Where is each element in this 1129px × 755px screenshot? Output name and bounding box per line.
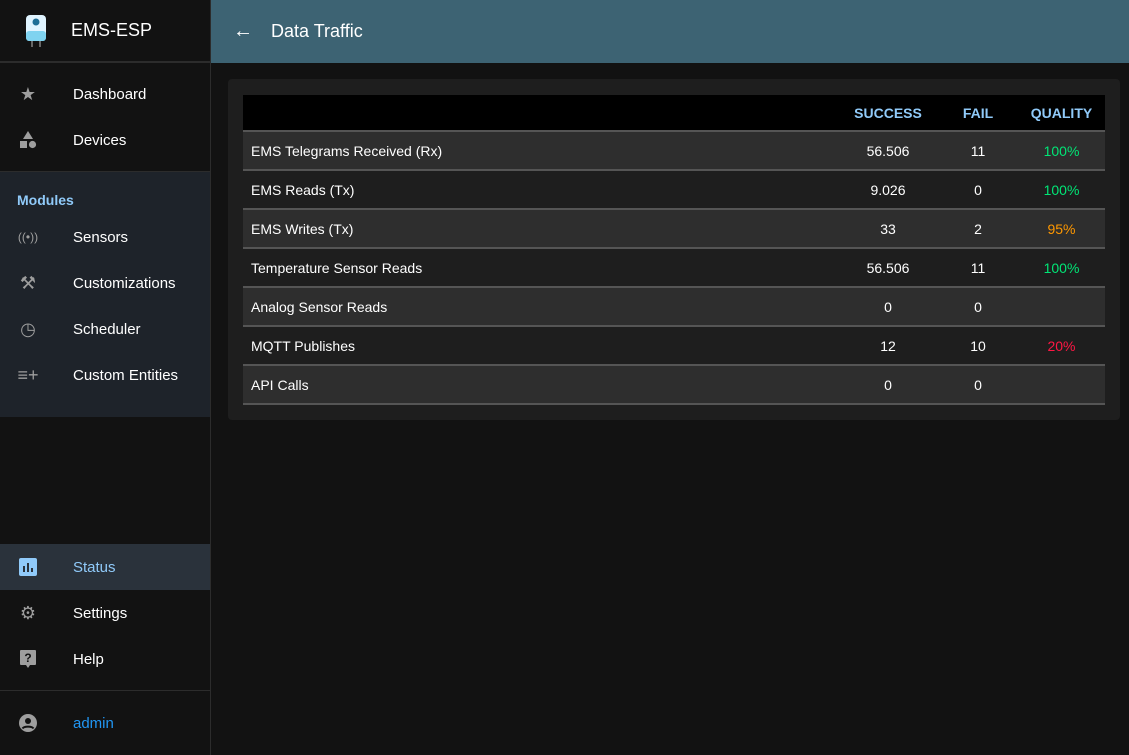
traffic-table: SUCCESS FAIL QUALITY EMS Telegrams Recei… (243, 95, 1105, 405)
sidebar-item-customizations[interactable]: ⚒ Customizations (0, 260, 210, 306)
sidebar-item-label: Dashboard (73, 85, 147, 103)
table-row: EMS Reads (Tx) 9.026 0 100% (243, 170, 1105, 210)
quality-value (1018, 365, 1105, 405)
modules-section: Modules ((•)) Sensors ⚒ Customizations ◷ Sc… (0, 172, 210, 417)
fail-count: 0 (938, 170, 1018, 210)
star-icon: ★ (19, 83, 37, 104)
settings-icon: ⚙ (19, 602, 37, 623)
app-bar: ← Data Traffic (211, 0, 1129, 63)
table-row: MQTT Publishes 12 10 20% (243, 326, 1105, 366)
row-name: EMS Writes (Tx) (243, 209, 838, 249)
sidebar-item-user[interactable]: admin (0, 700, 210, 746)
table-row: EMS Telegrams Received (Rx) 56.506 11 100% (243, 131, 1105, 171)
fail-count: 10 (938, 326, 1018, 366)
fail-count: 0 (938, 365, 1018, 405)
data-traffic-card: SUCCESS FAIL QUALITY EMS Telegrams Recei… (228, 79, 1120, 420)
row-name: Temperature Sensor Reads (243, 248, 838, 288)
build-icon: ⚒ (19, 272, 37, 293)
sidebar-item-label: Devices (73, 131, 127, 149)
quality-value: 20% (1018, 326, 1105, 366)
row-name: Analog Sensor Reads (243, 287, 838, 327)
sidebar-item-label: Scheduler (73, 320, 141, 338)
column-header-success: SUCCESS (838, 95, 938, 132)
app-title: EMS-ESP (71, 20, 153, 40)
sidebar-item-custom-entities[interactable]: ≡+ Custom Entities (0, 352, 210, 398)
fail-count: 11 (938, 131, 1018, 171)
success-count: 12 (838, 326, 938, 366)
success-count: 9.026 (838, 170, 938, 210)
table-row: API Calls 0 0 (243, 365, 1105, 405)
success-count: 0 (838, 287, 938, 327)
fail-count: 2 (938, 209, 1018, 249)
sidebar-item-label: Customizations (73, 274, 176, 292)
svg-text:?: ? (24, 651, 31, 665)
row-name: EMS Reads (Tx) (243, 170, 838, 210)
column-header-fail: FAIL (938, 95, 1018, 132)
sidebar-item-label: Status (73, 558, 116, 576)
quality-value: 100% (1018, 131, 1105, 171)
sidebar-item-status[interactable]: Status (0, 544, 210, 590)
sensors-icon: ((•)) (17, 230, 39, 244)
playlist-add-icon: ≡+ (17, 364, 39, 385)
sidebar-item-help[interactable]: ? Help (0, 636, 210, 682)
sidebar-item-label: admin (73, 714, 114, 732)
sidebar: EMS-ESP ★ Dashboard Devices Modules ((•))… (0, 0, 211, 755)
success-count: 56.506 (838, 248, 938, 288)
table-row: EMS Writes (Tx) 33 2 95% (243, 209, 1105, 249)
account-circle-icon (18, 713, 38, 733)
success-count: 33 (838, 209, 938, 249)
sidebar-item-sensors[interactable]: ((•)) Sensors (0, 214, 210, 260)
success-count: 0 (838, 365, 938, 405)
quality-value: 100% (1018, 248, 1105, 288)
more-time-icon: ◷ (20, 318, 36, 339)
modules-title: Modules (17, 192, 74, 208)
sidebar-item-label: Custom Entities (73, 366, 179, 384)
column-header-name (243, 95, 838, 132)
sidebar-item-label: Help (73, 650, 104, 668)
quality-value: 95% (1018, 209, 1105, 249)
column-header-quality: QUALITY (1018, 95, 1105, 132)
table-row: Temperature Sensor Reads 56.506 11 100% (243, 248, 1105, 288)
success-count: 56.506 (838, 131, 938, 171)
category-icon (18, 130, 38, 150)
sidebar-item-label: Settings (73, 604, 128, 622)
table-row: Analog Sensor Reads 0 0 (243, 287, 1105, 327)
sidebar-item-settings[interactable]: ⚙ Settings (0, 590, 210, 636)
assessment-icon (18, 557, 38, 577)
table-header: SUCCESS FAIL QUALITY (243, 95, 1105, 132)
row-name: API Calls (243, 365, 838, 405)
sidebar-item-scheduler[interactable]: ◷ Scheduler (0, 306, 210, 352)
row-name: EMS Telegrams Received (Rx) (243, 131, 838, 171)
ems-esp-logo-icon (26, 14, 46, 47)
sidebar-item-label: Sensors (73, 228, 129, 246)
quality-value: 100% (1018, 170, 1105, 210)
back-arrow-icon[interactable]: ← (233, 20, 253, 42)
fail-count: 0 (938, 287, 1018, 327)
sidebar-item-devices[interactable]: Devices (0, 117, 210, 163)
live-help-icon: ? (18, 649, 38, 669)
divider (0, 690, 210, 691)
fail-count: 11 (938, 248, 1018, 288)
row-name: MQTT Publishes (243, 326, 838, 366)
page-title: Data Traffic (271, 21, 363, 41)
sidebar-item-dashboard[interactable]: ★ Dashboard (0, 71, 210, 117)
quality-value (1018, 287, 1105, 327)
brand: EMS-ESP (0, 0, 210, 63)
